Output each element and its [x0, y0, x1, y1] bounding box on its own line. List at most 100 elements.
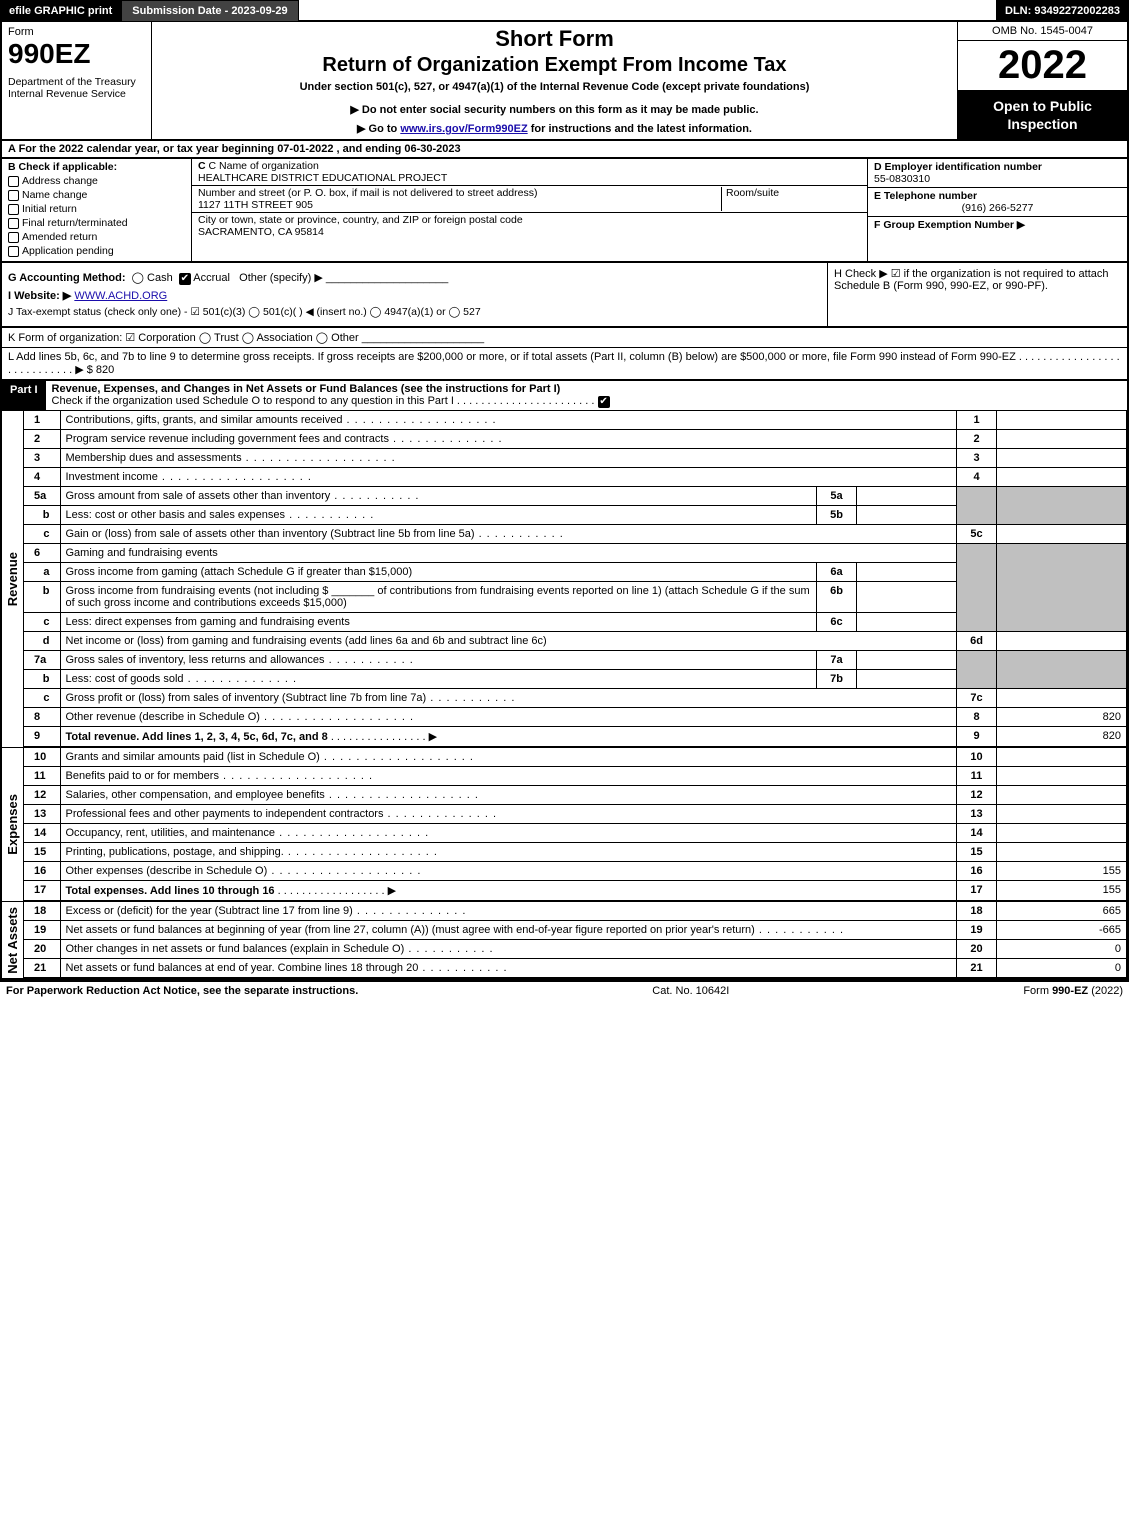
part-1-check: Check if the organization used Schedule … [52, 395, 595, 407]
header-center: Short Form Return of Organization Exempt… [152, 22, 957, 139]
accounting-other[interactable]: Other (specify) ▶ [239, 272, 323, 284]
org-name-label: C C Name of organization [198, 160, 861, 172]
ein-value: 55-0830310 [874, 173, 930, 185]
check-amended-return[interactable]: Amended return [8, 231, 185, 243]
line-2: Program service revenue including govern… [60, 430, 957, 449]
city-label: City or town, state or province, country… [198, 214, 861, 226]
value-17: 155 [997, 881, 1127, 901]
value-18: 665 [997, 902, 1127, 921]
line-5b: Less: cost or other basis and sales expe… [60, 506, 817, 525]
check-label: Application pending [22, 245, 114, 257]
website-link[interactable]: WWW.ACHD.ORG [74, 290, 167, 302]
section-l: L Add lines 5b, 6c, and 7b to line 9 to … [0, 347, 1129, 381]
efile-label: efile GRAPHIC print [0, 0, 121, 22]
check-name-change[interactable]: Name change [8, 189, 185, 201]
line-18: Excess or (deficit) for the year (Subtra… [60, 902, 957, 921]
section-f: F Group Exemption Number ▶ [868, 217, 1127, 261]
dln-label: DLN: 93492272002283 [996, 0, 1129, 22]
street-label: Number and street (or P. O. box, if mail… [198, 187, 721, 199]
check-address-change[interactable]: Address change [8, 175, 185, 187]
section-e: E Telephone number (916) 266-5277 [868, 188, 1127, 217]
part-1-title: Revenue, Expenses, and Changes in Net As… [46, 381, 1127, 410]
value-8: 820 [997, 708, 1127, 727]
accounting-accrual[interactable]: Accrual [193, 272, 230, 284]
section-i: I Website: ▶ WWW.ACHD.ORG [8, 289, 821, 302]
line-5c: Gain or (loss) from sale of assets other… [60, 525, 957, 544]
check-application-pending[interactable]: Application pending [8, 245, 185, 257]
expenses-table: 10Grants and similar amounts paid (list … [24, 748, 1127, 901]
line-3: Membership dues and assessments [60, 449, 957, 468]
section-k: K Form of organization: ☑ Corporation ◯ … [0, 328, 1129, 347]
line-10: Grants and similar amounts paid (list in… [60, 748, 957, 767]
form-header: Form 990EZ Department of the Treasury In… [0, 22, 1129, 141]
form-label: Form [8, 26, 145, 38]
line-1: Contributions, gifts, grants, and simila… [60, 411, 957, 430]
net-assets-section: Net Assets 18Excess or (deficit) for the… [0, 902, 1129, 980]
check-label: Address change [22, 175, 98, 187]
header-right: OMB No. 1545-0047 2022 Open to Public In… [957, 22, 1127, 139]
section-ghij: G Accounting Method: ◯ Cash ✔ Accrual Ot… [0, 263, 1129, 328]
do-not-enter: ▶ Do not enter social security numbers o… [350, 103, 758, 116]
check-label: Amended return [22, 231, 97, 243]
line-8: Other revenue (describe in Schedule O) [60, 708, 957, 727]
line-19: Net assets or fund balances at beginning… [60, 921, 957, 940]
revenue-section: Revenue 1Contributions, gifts, grants, a… [0, 411, 1129, 748]
line-17: Total expenses. Add lines 10 through 16 … [60, 881, 957, 901]
value-20: 0 [997, 940, 1127, 959]
footer-center: Cat. No. 10642I [652, 985, 729, 997]
go-to-prefix: ▶ Go to [357, 123, 400, 135]
line-13: Professional fees and other payments to … [60, 805, 957, 824]
section-bcdef: B Check if applicable: Address change Na… [0, 159, 1129, 263]
footer-right: Form 990-EZ (2022) [1023, 985, 1123, 997]
line-5a: Gross amount from sale of assets other t… [60, 487, 817, 506]
page-footer: For Paperwork Reduction Act Notice, see … [0, 980, 1129, 1000]
col-left: G Accounting Method: ◯ Cash ✔ Accrual Ot… [2, 263, 827, 326]
section-g: G Accounting Method: ◯ Cash ✔ Accrual Ot… [8, 271, 821, 285]
line-7c: Gross profit or (loss) from sales of inv… [60, 689, 957, 708]
line-a-tax-year: A For the 2022 calendar year, or tax yea… [0, 141, 1129, 159]
go-to-suffix: for instructions and the latest informat… [528, 123, 752, 135]
line-a-text: A For the 2022 calendar year, or tax yea… [8, 143, 461, 155]
line-11: Benefits paid to or for members [60, 767, 957, 786]
line-6a: Gross income from gaming (attach Schedul… [60, 563, 817, 582]
line-6: Gaming and fundraising events [60, 544, 957, 563]
value-9: 820 [997, 727, 1127, 747]
top-bar: efile GRAPHIC print Submission Date - 20… [0, 0, 1129, 22]
check-label: Name change [22, 189, 87, 201]
expenses-side-label: Expenses [2, 748, 24, 901]
net-assets-side-label: Net Assets [2, 902, 24, 978]
check-initial-return[interactable]: Initial return [8, 203, 185, 215]
line-21: Net assets or fund balances at end of ye… [60, 959, 957, 978]
footer-left: For Paperwork Reduction Act Notice, see … [6, 985, 358, 997]
phone-value: (916) 266-5277 [874, 202, 1121, 214]
check-final-return[interactable]: Final return/terminated [8, 217, 185, 229]
ein-label: D Employer identification number [874, 161, 1042, 173]
value-19: -665 [997, 921, 1127, 940]
line-6d: Net income or (loss) from gaming and fun… [60, 632, 957, 651]
net-assets-table: 18Excess or (deficit) for the year (Subt… [24, 902, 1127, 978]
line-14: Occupancy, rent, utilities, and maintena… [60, 824, 957, 843]
line-6c: Less: direct expenses from gaming and fu… [60, 613, 817, 632]
line-4: Investment income [60, 468, 957, 487]
value-21: 0 [997, 959, 1127, 978]
group-exemption-label: F Group Exemption Number ▶ [874, 219, 1025, 231]
part-1-label: Part I [2, 381, 46, 410]
irs-link[interactable]: www.irs.gov/Form990EZ [400, 123, 527, 135]
street-value: 1127 11TH STREET 905 [198, 199, 721, 211]
section-def: D Employer identification number 55-0830… [867, 159, 1127, 261]
phone-label: E Telephone number [874, 190, 977, 202]
schedule-o-check-icon: ✔ [598, 396, 610, 408]
go-to-line: ▶ Go to www.irs.gov/Form990EZ for instru… [357, 122, 752, 135]
revenue-table: 1Contributions, gifts, grants, and simil… [24, 411, 1127, 747]
revenue-side-label: Revenue [2, 411, 24, 747]
omb-number: OMB No. 1545-0047 [958, 22, 1127, 41]
header-left: Form 990EZ Department of the Treasury In… [2, 22, 152, 139]
section-h: H Check ▶ ☑ if the organization is not r… [827, 263, 1127, 326]
part-1-header: Part I Revenue, Expenses, and Changes in… [0, 381, 1129, 411]
line-15: Printing, publications, postage, and shi… [60, 843, 957, 862]
open-to-public: Open to Public Inspection [958, 91, 1127, 139]
line-7b: Less: cost of goods sold [60, 670, 817, 689]
accounting-cash[interactable]: Cash [147, 272, 173, 284]
room-suite: Room/suite [721, 187, 861, 211]
expenses-section: Expenses 10Grants and similar amounts pa… [0, 748, 1129, 902]
